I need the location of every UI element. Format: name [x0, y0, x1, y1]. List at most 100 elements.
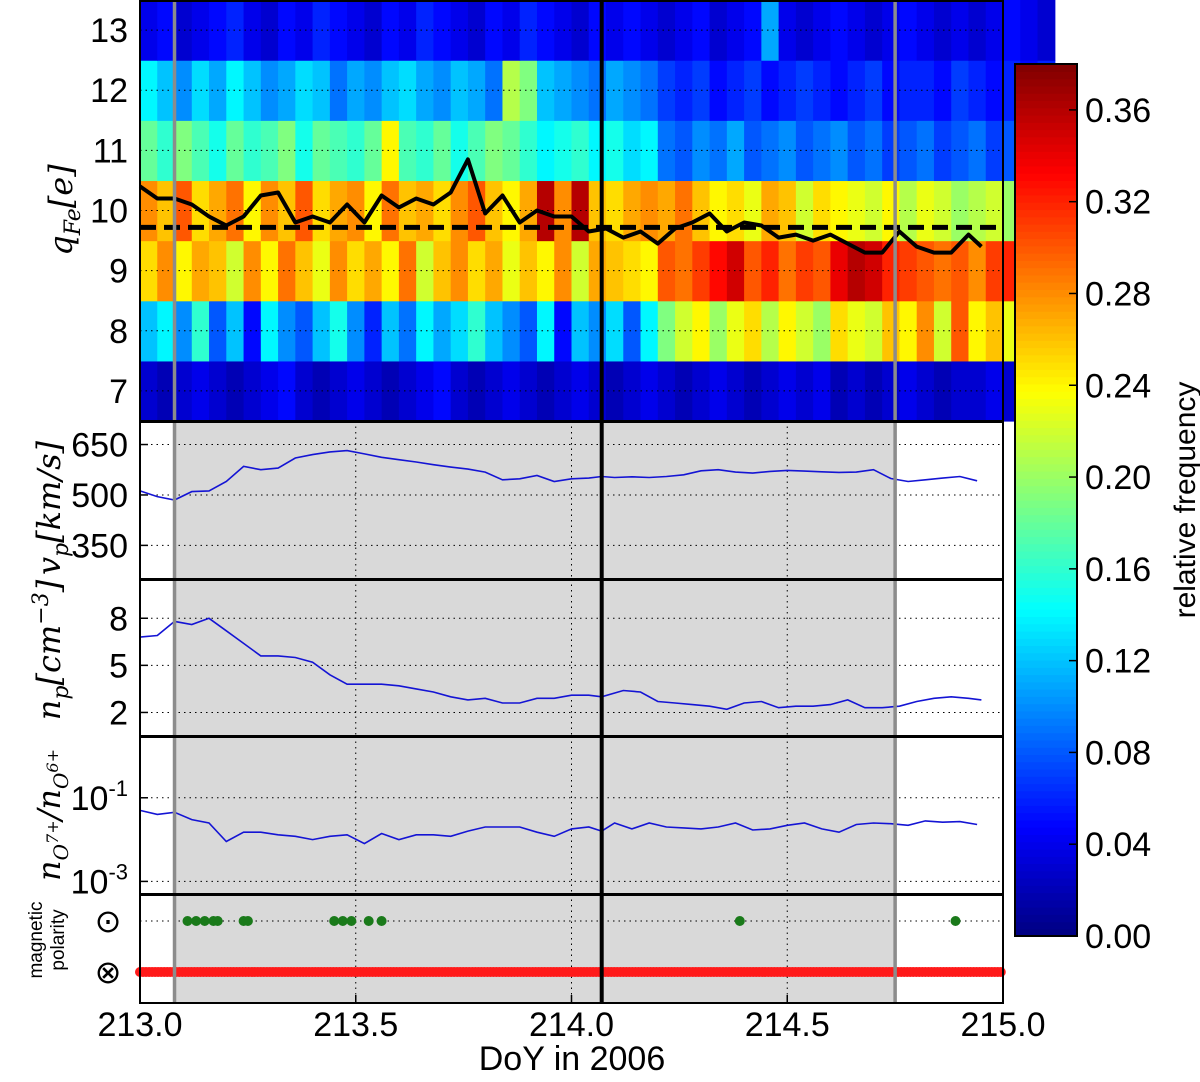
heatmap-cell	[640, 240, 659, 302]
y-tick-label: 650	[71, 427, 128, 465]
colorbar-segment	[1015, 85, 1077, 94]
heatmap-cell	[744, 0, 762, 61]
heatmap-cell	[519, 300, 538, 362]
heatmap-cell	[157, 300, 176, 362]
heatmap-cell	[554, 240, 573, 302]
heatmap-cell	[640, 0, 659, 61]
heatmap-cell	[933, 300, 952, 362]
heatmap-cell	[1037, 0, 1056, 61]
colorbar-segment	[1015, 340, 1077, 349]
heatmap-cell	[847, 240, 866, 302]
heatmap-cell	[985, 0, 1004, 61]
colorbar-segment	[1015, 158, 1077, 167]
heatmap-cell	[260, 300, 279, 362]
heatmap-cell	[364, 240, 383, 302]
colorbar-segment	[1015, 274, 1077, 283]
heatmap-cell	[519, 360, 538, 422]
colorbar-segment	[1015, 391, 1077, 399]
heatmap-cell	[140, 0, 158, 61]
colorbar-segment	[1015, 739, 1077, 748]
colorbar-segment	[1015, 536, 1077, 545]
heatmap-cell	[295, 60, 314, 121]
colorbar-segment	[1015, 652, 1077, 661]
heatmap-cell	[761, 360, 780, 422]
heatmap-cell	[364, 300, 383, 362]
colorbar-segment	[1015, 725, 1077, 734]
heatmap-cell	[536, 60, 555, 121]
colorbar-segment	[1015, 318, 1077, 327]
heatmap-cell	[295, 120, 314, 182]
colorbar-segment	[1015, 928, 1077, 937]
heatmap-cell	[243, 0, 262, 61]
heatmap-cell	[554, 0, 573, 61]
heatmap-cell	[381, 0, 400, 61]
heatmap-cell	[623, 0, 642, 61]
heatmap-cell	[899, 60, 918, 121]
heatmap-cell	[847, 60, 866, 121]
heatmap-cell	[416, 60, 435, 121]
y-tick-label: 10-3	[71, 859, 128, 901]
heatmap-cell	[675, 120, 693, 182]
colorbar-segment	[1015, 514, 1077, 523]
heatmap-cell	[226, 60, 245, 121]
heatmap-cell	[243, 240, 262, 302]
colorbar-segment	[1015, 841, 1077, 850]
outward-polarity-point	[329, 916, 340, 926]
outward-polarity-point	[363, 916, 374, 926]
colorbar-segment	[1015, 238, 1077, 247]
colorbar-segment	[1015, 747, 1077, 756]
colorbar-segment	[1015, 768, 1077, 777]
colorbar-tick-label: 0.00	[1085, 918, 1151, 956]
heatmap-cell	[295, 0, 314, 61]
colorbar-segment	[1015, 718, 1077, 726]
heatmap-cell	[933, 240, 952, 302]
heatmap-cell	[744, 60, 762, 121]
heatmap-cell	[606, 60, 624, 121]
heatmap-cell	[675, 0, 693, 61]
colorbar-segment	[1015, 703, 1077, 712]
colorbar-tick-label: 0.36	[1085, 92, 1151, 130]
heatmap-cell	[398, 240, 417, 302]
x-tick-label: 214.0	[529, 1006, 614, 1044]
heatmap-cell	[761, 0, 780, 61]
heatmap-cell	[519, 0, 538, 61]
heatmap-cell	[606, 120, 624, 182]
heatmap-cell	[485, 300, 504, 362]
heatmap-cell	[485, 360, 504, 422]
colorbar-segment	[1015, 776, 1077, 785]
colorbar-segment	[1015, 863, 1077, 872]
tick-labels: 350 500 650 2 5 8 10-3 10-1 7 8 9 10 11 12 13 ⊙ ⊗ 213.0 21…	[71, 12, 1046, 1044]
heatmap-cell	[744, 300, 762, 362]
heatmap-cell	[433, 60, 452, 121]
colorbar-segment	[1015, 696, 1077, 705]
colorbar-segment	[1015, 550, 1077, 559]
colorbar-segment	[1015, 732, 1077, 741]
heatmap-cell	[795, 360, 814, 422]
colorbar-segment	[1015, 151, 1077, 160]
x-tick-label: 213.5	[313, 1006, 398, 1044]
heatmap-cell	[985, 360, 1004, 422]
heatmap-cell	[347, 120, 365, 182]
heatmap-cell	[675, 240, 693, 302]
heatmap-cell	[243, 120, 262, 182]
heatmap-cell	[364, 0, 383, 61]
heatmap-cell	[623, 360, 642, 422]
outward-polarity-point	[337, 916, 348, 926]
heatmap-cell	[916, 120, 935, 182]
heatmap-cell	[381, 60, 400, 121]
heatmap-cell	[260, 240, 279, 302]
colorbar-segment	[1015, 216, 1077, 225]
data-series	[135, 157, 1006, 977]
heatmap-cell	[657, 300, 676, 362]
heatmap-cell	[260, 120, 279, 182]
heatmap-cell	[985, 300, 1004, 362]
heatmap-cell	[174, 240, 193, 302]
heatmap-cell	[364, 60, 383, 121]
heatmap-cell	[847, 300, 866, 362]
colorbar-segment	[1015, 107, 1077, 116]
y-tick-label: 13	[90, 12, 128, 50]
heatmap-cell	[536, 360, 555, 422]
heatmap-cell	[433, 0, 452, 61]
y-tick-label: 11	[93, 132, 128, 170]
heatmap-cell	[398, 360, 417, 422]
